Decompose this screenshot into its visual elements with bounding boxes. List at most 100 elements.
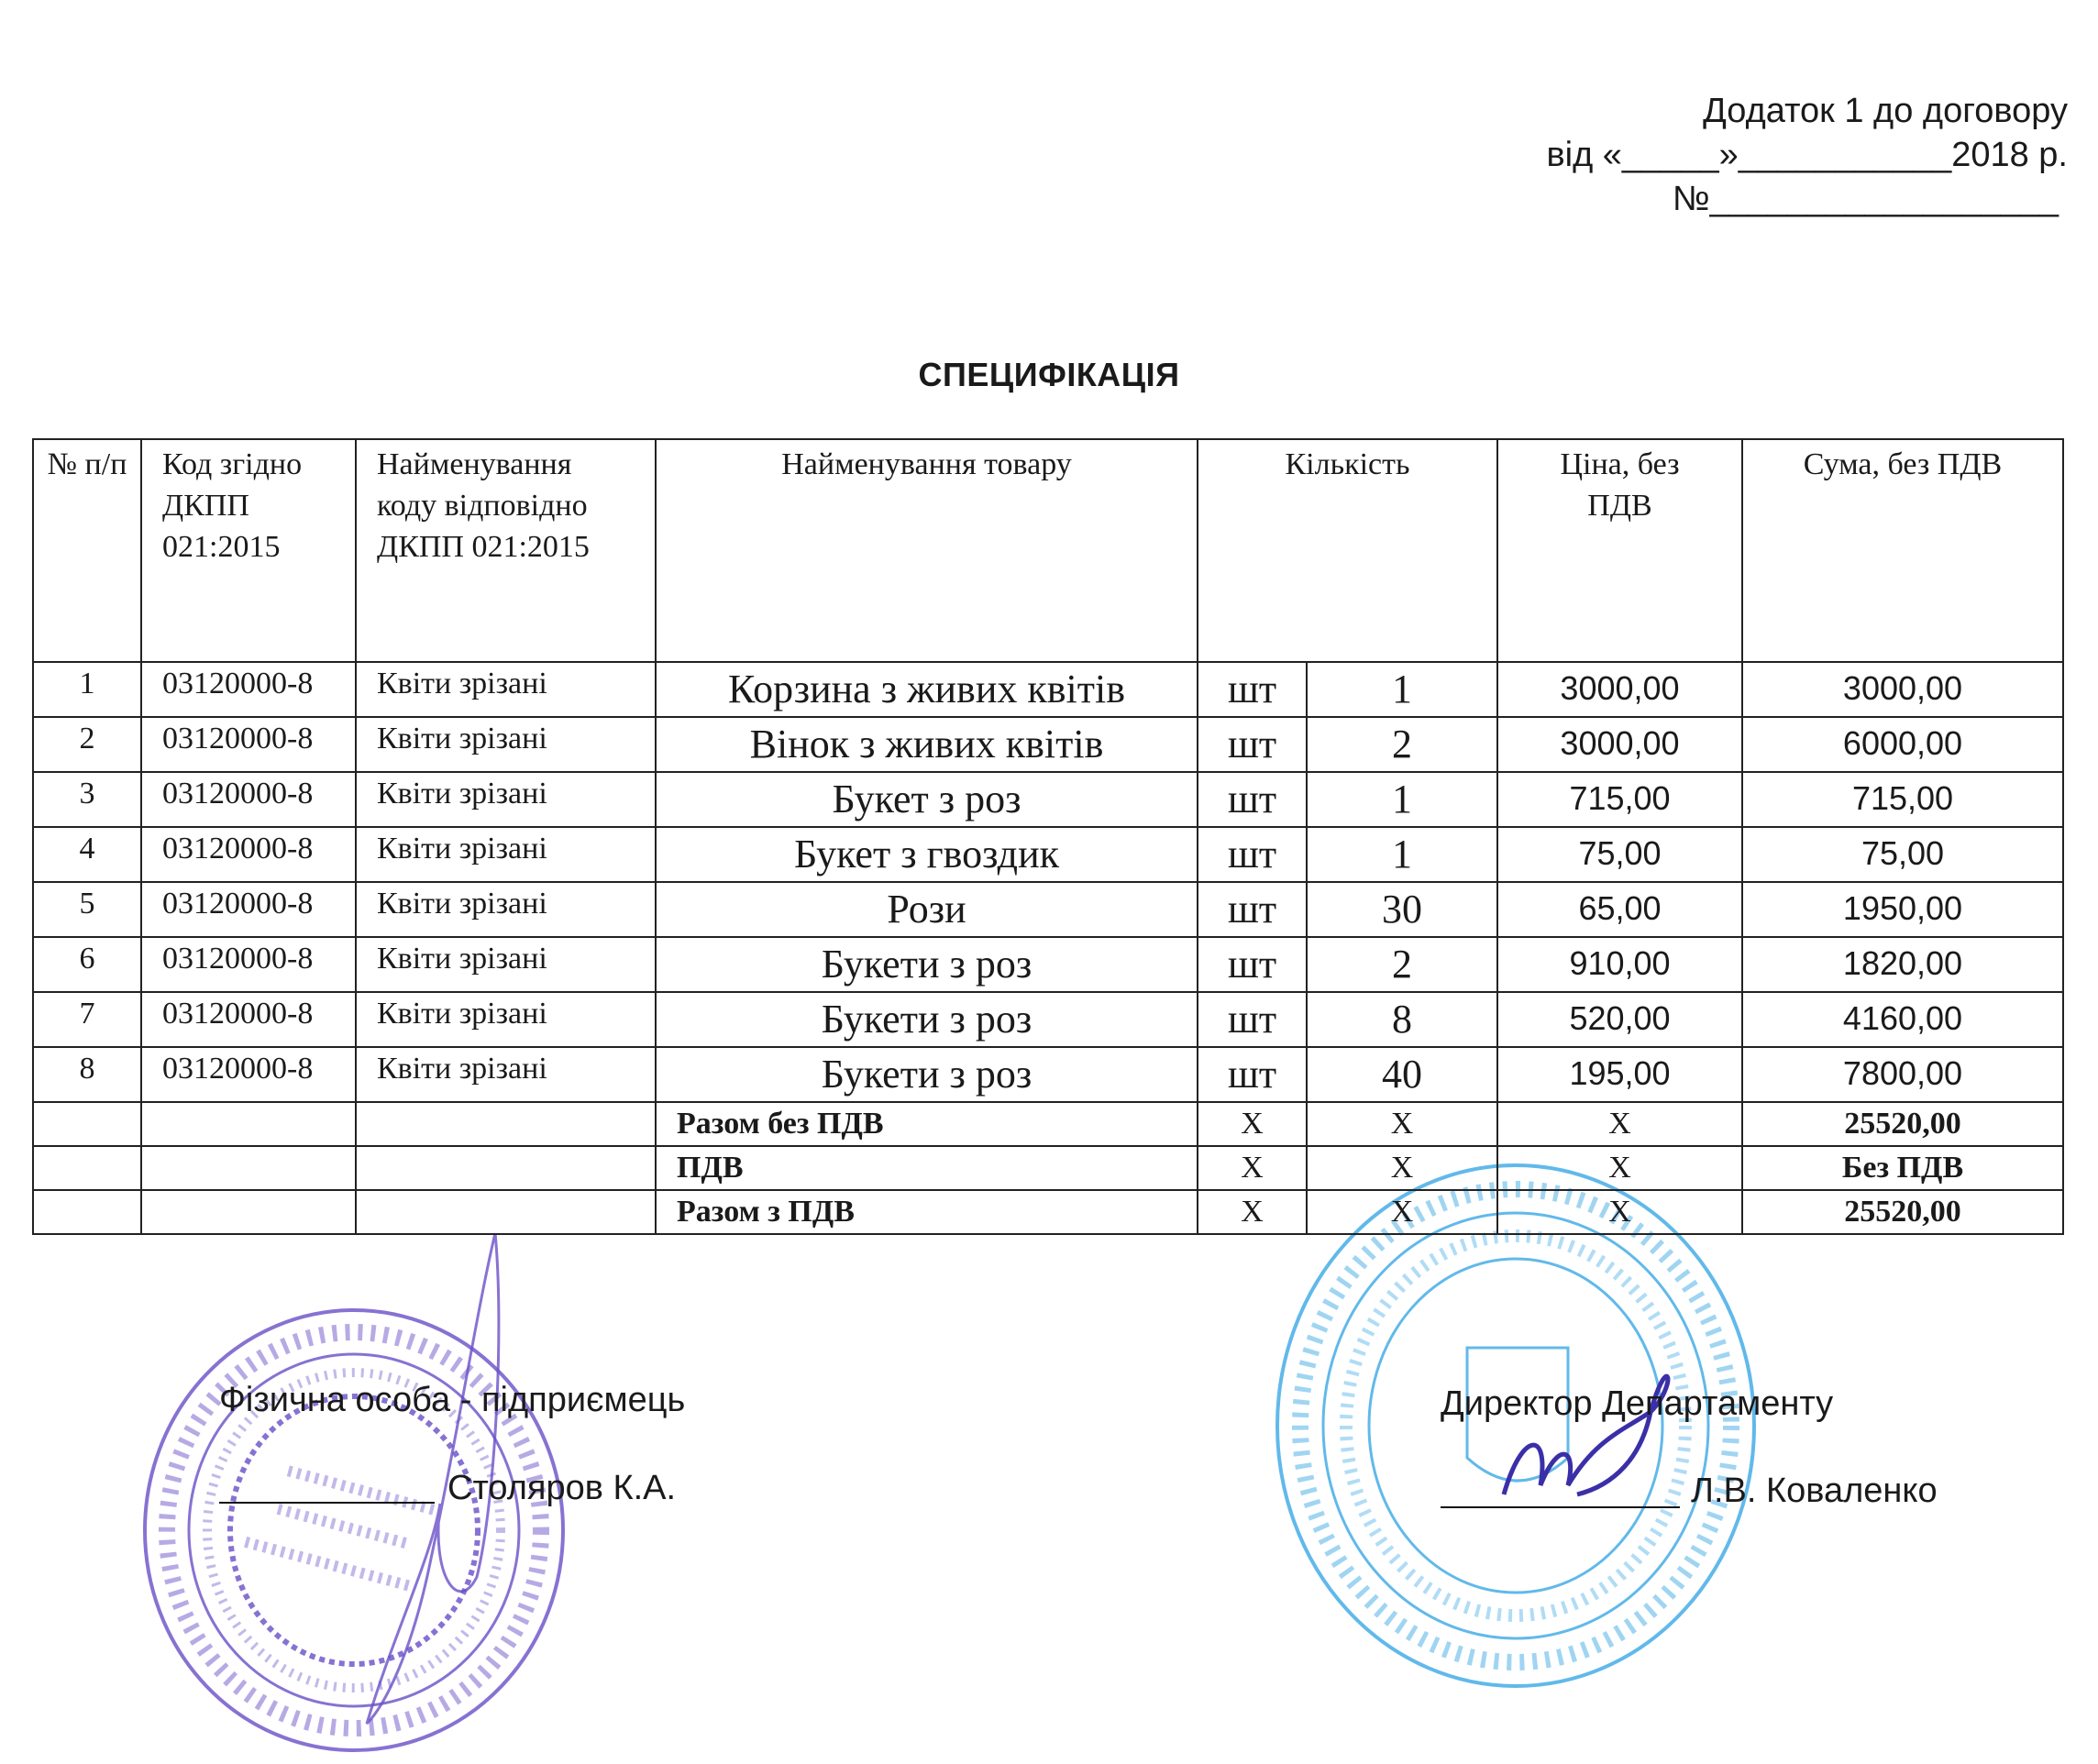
quantity: 8 [1306, 991, 1498, 1048]
col-header-number: № п/п [32, 438, 142, 663]
col-header-code: Код згідно ДКПП 021:2015 [140, 438, 357, 663]
x-mark: X [1306, 1145, 1498, 1191]
product-code: 03120000-8 [140, 661, 357, 718]
empty-cell [32, 1189, 142, 1235]
unit: шт [1197, 771, 1308, 828]
product-name: Букет з роз [655, 771, 1198, 828]
price: 75,00 [1496, 826, 1743, 883]
product-code: 03120000-8 [140, 881, 357, 938]
product-code: 03120000-8 [140, 936, 357, 993]
row-number: 7 [32, 991, 142, 1048]
right-stamp [1275, 1163, 1756, 1688]
price: 3000,00 [1496, 716, 1743, 773]
unit: шт [1197, 1046, 1308, 1103]
price: 910,00 [1496, 936, 1743, 993]
product-name: Вінок з живих квітів [655, 716, 1198, 773]
x-mark: X [1197, 1189, 1308, 1235]
product-code: 03120000-8 [140, 1046, 357, 1103]
left-handwritten-signature [365, 1232, 501, 1725]
product-name: Букети з роз [655, 991, 1198, 1048]
empty-cell [355, 1189, 657, 1235]
table-row: 8 03120000-8 Квіти зрізані Букети з роз шт 40… [32, 1046, 2064, 1103]
code-name: Квіти зрізані [355, 716, 657, 773]
table-row: 1 03120000-8 Квіти зрізані Корзина з живих … [32, 661, 2064, 718]
price: 3000,00 [1496, 661, 1743, 718]
left-stamp [143, 1308, 565, 1752]
unit: шт [1197, 991, 1308, 1048]
row-number: 4 [32, 826, 142, 883]
total-label: Разом з ПДВ [655, 1189, 1198, 1235]
total-row: ПДВ X X X Без ПДВ [32, 1145, 2064, 1191]
x-mark: X [1496, 1145, 1743, 1191]
code-name: Квіти зрізані [355, 771, 657, 828]
row-number: 2 [32, 716, 142, 773]
product-code: 03120000-8 [140, 826, 357, 883]
total-value: 25520,00 [1741, 1189, 2064, 1235]
sum: 7800,00 [1741, 1046, 2064, 1103]
table-row: 2 03120000-8 Квіти зрізані Вінок з живих кв… [32, 716, 2064, 773]
sum: 1820,00 [1741, 936, 2064, 993]
quantity: 40 [1306, 1046, 1498, 1103]
x-mark: X [1306, 1189, 1498, 1235]
code-name: Квіти зрізані [355, 1046, 657, 1103]
unit: шт [1197, 826, 1308, 883]
empty-cell [140, 1189, 357, 1235]
price: 520,00 [1496, 991, 1743, 1048]
empty-cell [355, 1101, 657, 1147]
empty-cell [140, 1145, 357, 1191]
left-signature-line [219, 1502, 435, 1504]
table-row: 7 03120000-8 Квіти зрізані Букети з роз шт 8 5… [32, 991, 2064, 1048]
product-name: Корзина з живих квітів [655, 661, 1198, 718]
price: 65,00 [1496, 881, 1743, 938]
product-name: Рози [655, 881, 1198, 938]
document-title: СПЕЦИФІКАЦІЯ [918, 356, 1180, 393]
quantity: 2 [1306, 716, 1498, 773]
unit: шт [1197, 881, 1308, 938]
sum: 3000,00 [1741, 661, 2064, 718]
sum: 6000,00 [1741, 716, 2064, 773]
empty-cell [32, 1101, 142, 1147]
sum: 4160,00 [1741, 991, 2064, 1048]
code-name: Квіти зрізані [355, 936, 657, 993]
table-row: 5 03120000-8 Квіти зрізані Рози шт 30 65,00 195… [32, 881, 2064, 938]
row-number: 5 [32, 881, 142, 938]
product-code: 03120000-8 [140, 991, 357, 1048]
x-mark: X [1496, 1101, 1743, 1147]
empty-cell [140, 1101, 357, 1147]
col-header-price: Ціна, без ПДВ [1496, 438, 1743, 663]
table-header-row: № п/п Код згідно ДКПП 021:2015 Найменува… [32, 438, 2064, 663]
price: 195,00 [1496, 1046, 1743, 1103]
col-header-product-name: Найменування товару [655, 438, 1198, 663]
unit: шт [1197, 936, 1308, 993]
empty-cell [355, 1145, 657, 1191]
row-number: 1 [32, 661, 142, 718]
table-row: 3 03120000-8 Квіти зрізані Букет з роз шт 1 71… [32, 771, 2064, 828]
annex-label: Додаток 1 до договору [1703, 92, 2068, 130]
right-handwritten-signature [1501, 1373, 1671, 1497]
unit: шт [1197, 716, 1308, 773]
row-number: 6 [32, 936, 142, 993]
total-label: Разом без ПДВ [655, 1101, 1198, 1147]
total-value: Без ПДВ [1741, 1145, 2064, 1191]
row-number: 8 [32, 1046, 142, 1103]
row-number: 3 [32, 771, 142, 828]
table-row: 4 03120000-8 Квіти зрізані Букет з гвоздик ш… [32, 826, 2064, 883]
right-signature-line [1441, 1506, 1680, 1508]
sum: 75,00 [1741, 826, 2064, 883]
quantity: 2 [1306, 936, 1498, 993]
left-signatory-role: Фізична особа - підприємець [219, 1381, 686, 1419]
empty-cell [32, 1145, 142, 1191]
right-signatory-name: Л.В. Коваленко [1691, 1472, 1938, 1510]
code-name: Квіти зрізані [355, 661, 657, 718]
x-mark: X [1496, 1189, 1743, 1235]
quantity: 1 [1306, 661, 1498, 718]
left-signatory-name: Столяров К.А. [447, 1469, 677, 1507]
product-code: 03120000-8 [140, 716, 357, 773]
code-name: Квіти зрізані [355, 826, 657, 883]
x-mark: X [1197, 1101, 1308, 1147]
sum: 715,00 [1741, 771, 2064, 828]
product-name: Букет з гвоздик [655, 826, 1198, 883]
unit: шт [1197, 661, 1308, 718]
product-name: Букети з роз [655, 936, 1198, 993]
total-row: Разом без ПДВ X X X 25520,00 [32, 1101, 2064, 1147]
